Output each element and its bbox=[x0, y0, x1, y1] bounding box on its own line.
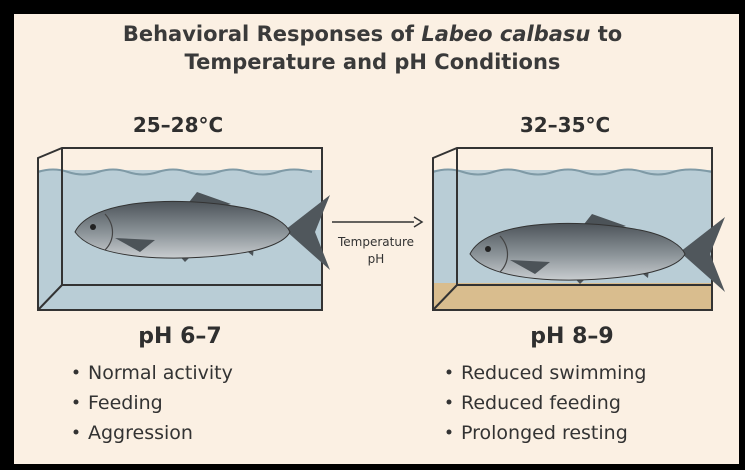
water-surface bbox=[432, 168, 713, 176]
arrow-label: Temperature bbox=[337, 235, 414, 249]
bullet bbox=[446, 429, 452, 435]
title-line-1: Behavioral Responses of Labeo calbasu to bbox=[0, 20, 745, 48]
behavior: Reduced feeding bbox=[461, 392, 621, 414]
bullet bbox=[73, 429, 79, 435]
tank bbox=[37, 147, 323, 311]
title-line-2: Temperature and pH Conditions bbox=[184, 50, 561, 74]
temperature-label: 32–35°C bbox=[520, 113, 610, 137]
title-suffix: to bbox=[597, 22, 623, 46]
bullet bbox=[446, 399, 452, 405]
sand bbox=[433, 283, 712, 310]
title-species: Labeo calbasu bbox=[421, 22, 591, 46]
title: Behavioral Responses of Labeo calbasu to… bbox=[0, 20, 745, 76]
right-list: Reduced swimming Reduced feeding Prolong… bbox=[446, 362, 647, 444]
behavior: Aggression bbox=[88, 422, 193, 444]
water-surface bbox=[37, 168, 313, 176]
temperature-label: 25–28°C bbox=[133, 113, 223, 137]
ph-label: pH 8–9 bbox=[530, 324, 613, 349]
bullet bbox=[73, 399, 79, 405]
bullet bbox=[73, 369, 79, 375]
behavior: Normal activity bbox=[88, 362, 233, 384]
arrow-label: pH bbox=[368, 252, 385, 266]
arrow-head bbox=[413, 216, 424, 228]
behavior: Prolonged resting bbox=[461, 422, 628, 444]
ph-label: pH 6–7 bbox=[138, 324, 221, 349]
title-prefix: Behavioral Responses of bbox=[122, 22, 415, 46]
behavior: Feeding bbox=[88, 392, 163, 414]
bullet bbox=[446, 369, 452, 375]
left-list: Normal activity Feeding Aggression bbox=[73, 362, 233, 444]
behavior: Reduced swimming bbox=[461, 362, 647, 384]
